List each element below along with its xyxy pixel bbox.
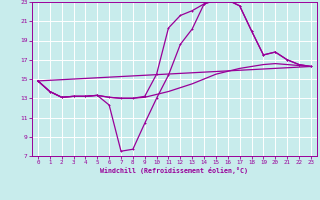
X-axis label: Windchill (Refroidissement éolien,°C): Windchill (Refroidissement éolien,°C) (100, 167, 248, 174)
